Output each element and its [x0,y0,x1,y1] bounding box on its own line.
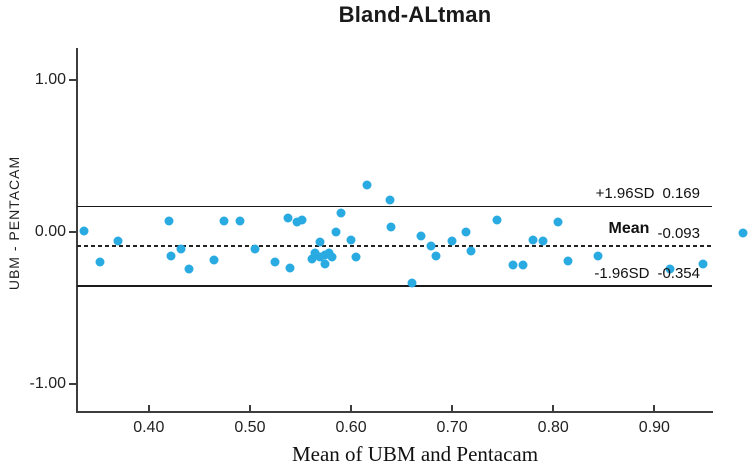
data-point [416,231,426,241]
loa-lower-value: -0.354 [657,264,700,282]
loa-lower-label: -1.96SD [594,264,650,282]
mean-line [77,245,712,247]
data-point [283,213,293,223]
data-point [327,252,337,262]
data-point [431,251,441,261]
x-tick [248,405,251,412]
data-point [538,236,548,246]
data-point [508,260,518,270]
data-point [315,252,325,262]
data-point [209,255,218,265]
data-point [310,248,320,258]
x-tick [552,405,555,412]
x-tick-label: 0.70 [436,419,468,436]
data-point [447,236,457,246]
data-point [219,216,229,226]
y-tick-label: 1.00 [34,71,66,89]
data-point [307,254,317,264]
data-point [184,264,194,274]
y-tick-label: -1.00 [29,375,66,393]
data-point [113,236,123,246]
data-point [386,222,396,232]
data-point [166,251,176,261]
data-point [492,215,502,225]
data-point [336,208,346,218]
data-point [164,216,174,226]
data-point [95,257,105,267]
x-tick-label: 0.90 [638,419,670,436]
loa-upper-label: +1.96SD [595,185,655,203]
data-point [320,259,330,269]
data-point [518,260,528,270]
data-point [528,235,538,245]
x-tick-label: 0.50 [234,419,266,436]
mean-value: -0.093 [657,225,700,243]
data-point [285,263,295,273]
x-axis-line [76,411,713,413]
data-point [292,217,302,227]
y-axis-line [76,48,78,413]
y-tick [69,383,77,386]
loa-upper-annotation: +1.96SD 0.169 [596,185,700,202]
data-point [346,235,356,245]
data-point [79,226,89,236]
data-point [407,278,417,288]
data-point [351,252,361,262]
data-point [270,257,280,267]
data-point [235,216,245,226]
x-tick [451,405,454,412]
data-point [176,244,186,254]
data-point [331,227,341,237]
mean-label: Mean [608,220,650,238]
data-point [466,246,476,256]
data-point [553,217,563,227]
chart-title: Bland-ALtman [338,2,492,27]
data-point [385,195,395,205]
loa-lower-line [77,285,712,287]
y-tick [69,79,77,82]
x-tick-label: 0.80 [537,419,569,436]
x-tick [653,405,656,412]
x-tick [147,405,150,412]
mean-annotation: Mean -0.093 [608,220,700,242]
data-point [665,264,675,274]
y-tick [69,231,77,234]
loa-upper-line [77,205,712,208]
x-tick-label: 0.60 [335,419,367,436]
y-tick-label: 0.00 [34,223,66,241]
data-point [315,237,325,247]
data-point [698,259,708,269]
data-point [362,180,372,190]
data-point [426,241,436,251]
x-tick-label: 0.40 [133,419,165,436]
data-point [250,244,260,254]
data-point [461,227,471,237]
loa-upper-value: 0.169 [662,185,700,203]
data-point [738,228,748,238]
x-axis-title: Mean of UBM and Pentacam [291,442,539,466]
data-point [563,256,573,266]
data-point [593,251,603,261]
data-point [297,215,307,225]
loa-lower-annotation: -1.96SD -0.354 [594,265,700,282]
x-tick [350,405,353,412]
